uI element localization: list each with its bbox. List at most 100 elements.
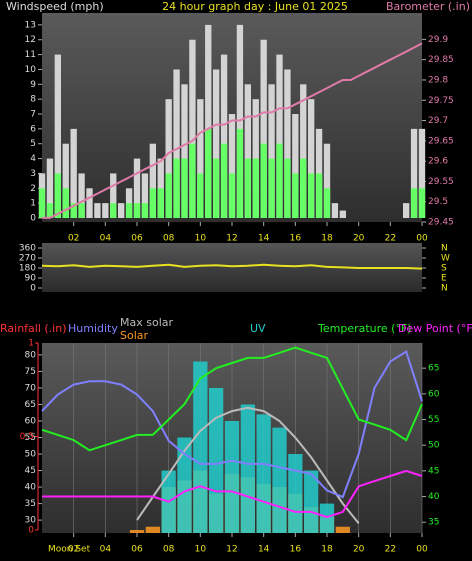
y-tick-label: 50 [25,450,37,460]
bar [62,143,69,218]
y2-tick-label: 45 [428,466,439,476]
bar [315,173,323,218]
x-tick-label: 18 [321,545,333,555]
bar [165,99,172,218]
y-tick-label: 180 [19,264,36,274]
bar [236,128,244,218]
bar [410,188,418,218]
y-tick-label: 6 [30,124,36,134]
bar [284,69,291,218]
legend-label: Solar [120,329,149,342]
bar [181,158,188,218]
y2-tick-label: W [441,254,450,264]
y2-tick-label: 29.55 [428,177,454,187]
line [41,350,423,499]
bar [319,503,335,533]
y2-tick-label: 29.8 [428,75,448,85]
y-tick-label: 70 [25,383,37,393]
line [41,346,423,452]
y-tick-label: 0 [30,213,36,223]
bar [145,526,160,533]
legend-label: Temperature (°F) [317,322,412,335]
x-tick-label: 12 [226,545,237,555]
bar [252,158,259,218]
bar [189,39,196,218]
chart-title: 24 hour graph day : June 01 2025 [162,0,348,13]
x-tick-label: 00 [416,545,428,555]
y-tick-label: 90 [25,274,37,284]
line [42,42,423,219]
y2-tick-label: 65 [428,364,439,374]
x-tick-label: 06 [131,234,143,244]
line [42,469,423,519]
bar [213,158,220,218]
bar [209,387,224,533]
legend-label: UV [250,322,266,335]
bar [197,99,204,218]
bar [331,203,339,218]
y-tick-label: 360 [19,244,36,254]
bar [129,530,145,533]
x-tick-label: 04 [100,234,112,244]
bar [335,526,350,533]
bar [165,173,172,218]
line [41,263,423,270]
wind-axis-label: Windspeed (mph) [6,0,104,13]
y-tick-label: 7 [30,110,36,120]
bar [54,173,61,218]
y-tick-label: 30 [25,516,37,526]
bar [256,414,271,533]
bar [133,203,141,218]
y2-tick-label: 29.75 [428,96,454,106]
y-tick-label: 0 [30,284,36,294]
y2-tick-label: 29.85 [428,55,454,65]
y-tick-label: 35 [25,499,36,509]
bar [133,158,141,218]
bar [240,404,255,533]
y-tick-label: 75 [25,367,36,377]
y-tick-label: 5 [30,139,36,149]
bar [38,188,46,218]
x-tick-label: 08 [163,545,175,555]
y-tick-label: 55 [25,433,36,443]
line [136,406,360,525]
bar [418,128,426,218]
rain-axis-label: Rainfall (.in) [0,322,67,335]
bar [284,158,291,218]
bar [308,173,315,218]
y2-tick-label: 29.9 [428,35,448,45]
y2-tick-label: 50 [428,441,440,451]
bar [110,173,117,218]
legend-label: Humidity [68,322,118,335]
x-tick-label: 16 [290,545,302,555]
bar [189,143,196,218]
bar [228,114,236,218]
y2-tick-label: E [441,274,447,284]
bar [94,203,101,218]
bar [149,188,156,218]
bar [177,437,192,533]
y2-tick-label: 29.65 [428,136,454,146]
bar [260,143,267,218]
barometer-axis-label: Barometer (.in) [386,0,470,13]
bar [300,158,307,218]
bar [403,203,410,218]
bar [418,188,426,218]
bar [102,203,109,218]
y2-tick-label: 29.5 [428,197,448,207]
bar [276,143,283,218]
bar [62,188,69,218]
y-tick-label: 2 [30,184,36,194]
bar [181,84,188,218]
x-tick-label: 12 [226,234,237,244]
bar [78,203,85,218]
x-tick-label: 00 [416,234,428,244]
x-tick-label: 16 [290,234,302,244]
y-tick-label: 80 [25,350,37,360]
x-tick-label: 10 [195,234,207,244]
rain-tick-label: 0 [28,526,34,536]
bar [118,203,125,218]
bar [268,84,275,218]
y2-tick-label: 29.45 [428,218,454,228]
